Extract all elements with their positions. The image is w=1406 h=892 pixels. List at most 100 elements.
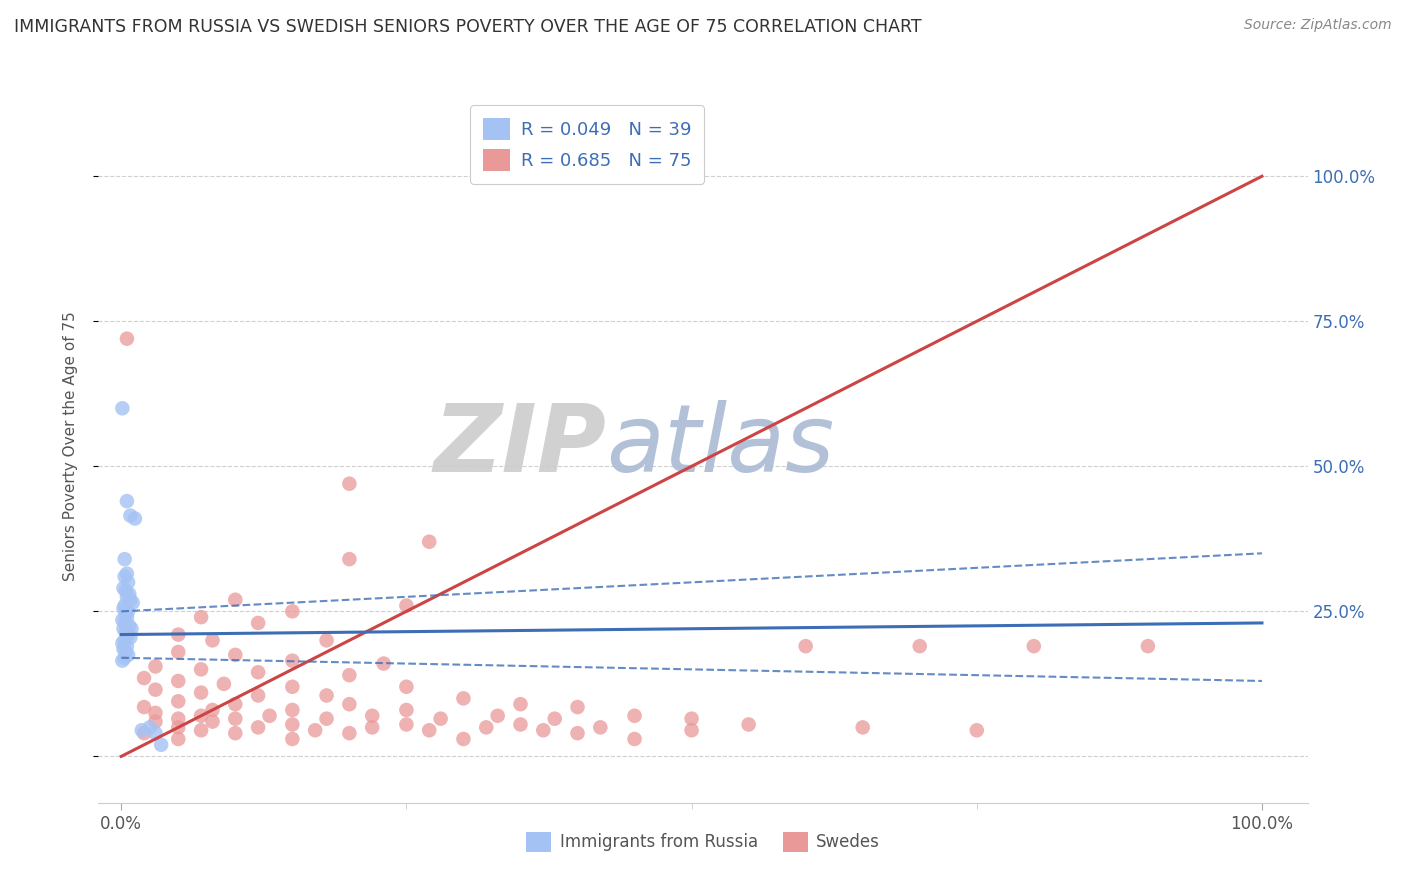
Point bbox=[201, 633, 224, 648]
Point bbox=[224, 592, 246, 607]
Point bbox=[281, 717, 304, 731]
Point bbox=[908, 639, 931, 653]
Point bbox=[115, 590, 138, 604]
Point bbox=[117, 648, 139, 662]
Point bbox=[132, 671, 155, 685]
Point bbox=[681, 712, 703, 726]
Point bbox=[247, 665, 270, 680]
Point bbox=[395, 703, 418, 717]
Point bbox=[114, 650, 136, 665]
Text: Source: ZipAtlas.com: Source: ZipAtlas.com bbox=[1244, 18, 1392, 32]
Point bbox=[190, 708, 212, 723]
Point bbox=[453, 731, 475, 746]
Point bbox=[429, 712, 451, 726]
Point bbox=[167, 731, 190, 746]
Point bbox=[567, 726, 589, 740]
Point bbox=[224, 726, 246, 740]
Y-axis label: Seniors Poverty Over the Age of 75: Seniors Poverty Over the Age of 75 bbox=[63, 311, 77, 581]
Point bbox=[112, 581, 135, 595]
Point bbox=[201, 703, 224, 717]
Point bbox=[114, 633, 136, 648]
Point bbox=[224, 648, 246, 662]
Point bbox=[567, 700, 589, 714]
Point bbox=[190, 662, 212, 676]
Point bbox=[118, 619, 141, 633]
Point bbox=[361, 720, 384, 734]
Point bbox=[337, 552, 360, 566]
Point bbox=[281, 703, 304, 717]
Point bbox=[120, 592, 142, 607]
Point bbox=[337, 476, 360, 491]
Point bbox=[281, 604, 304, 618]
Point bbox=[167, 720, 190, 734]
Point bbox=[794, 639, 817, 653]
Point bbox=[150, 738, 173, 752]
Point bbox=[337, 697, 360, 711]
Point bbox=[395, 599, 418, 613]
Point bbox=[966, 723, 988, 738]
Point bbox=[623, 731, 645, 746]
Text: IMMIGRANTS FROM RUSSIA VS SWEDISH SENIORS POVERTY OVER THE AGE OF 75 CORRELATION: IMMIGRANTS FROM RUSSIA VS SWEDISH SENIOR… bbox=[14, 18, 922, 36]
Point bbox=[167, 645, 190, 659]
Point bbox=[167, 694, 190, 708]
Point bbox=[114, 552, 136, 566]
Point bbox=[112, 642, 135, 657]
Point bbox=[124, 511, 146, 525]
Point bbox=[132, 726, 155, 740]
Point bbox=[145, 726, 167, 740]
Point bbox=[190, 723, 212, 738]
Point bbox=[114, 584, 136, 599]
Point bbox=[117, 604, 139, 618]
Text: atlas: atlas bbox=[606, 401, 835, 491]
Point bbox=[118, 587, 141, 601]
Point bbox=[132, 700, 155, 714]
Point bbox=[544, 712, 567, 726]
Point bbox=[395, 717, 418, 731]
Point bbox=[315, 712, 337, 726]
Point bbox=[112, 622, 135, 636]
Point bbox=[117, 627, 139, 641]
Point bbox=[145, 682, 167, 697]
Point bbox=[247, 720, 270, 734]
Point bbox=[486, 708, 509, 723]
Point bbox=[247, 615, 270, 630]
Point bbox=[167, 673, 190, 688]
Point bbox=[114, 607, 136, 622]
Point bbox=[139, 720, 162, 734]
Point bbox=[190, 685, 212, 699]
Point bbox=[395, 680, 418, 694]
Point bbox=[337, 668, 360, 682]
Point bbox=[315, 633, 337, 648]
Point bbox=[681, 723, 703, 738]
Point bbox=[111, 636, 134, 650]
Point bbox=[121, 596, 143, 610]
Point bbox=[201, 714, 224, 729]
Point bbox=[453, 691, 475, 706]
Point bbox=[115, 610, 138, 624]
Point bbox=[115, 639, 138, 653]
Point bbox=[120, 631, 142, 645]
Point bbox=[167, 712, 190, 726]
Point bbox=[247, 689, 270, 703]
Point bbox=[131, 723, 153, 738]
Point bbox=[167, 627, 190, 641]
Point bbox=[373, 657, 395, 671]
Point bbox=[224, 697, 246, 711]
Point bbox=[145, 659, 167, 673]
Point bbox=[145, 706, 167, 720]
Point bbox=[1022, 639, 1045, 653]
Point bbox=[115, 566, 138, 581]
Point bbox=[337, 726, 360, 740]
Point bbox=[304, 723, 326, 738]
Point bbox=[852, 720, 875, 734]
Point bbox=[114, 645, 136, 659]
Point bbox=[281, 680, 304, 694]
Point bbox=[509, 717, 531, 731]
Point bbox=[111, 613, 134, 627]
Point bbox=[115, 332, 138, 346]
Point bbox=[531, 723, 554, 738]
Point bbox=[112, 601, 135, 615]
Point bbox=[121, 622, 143, 636]
Legend: Immigrants from Russia, Swedes: Immigrants from Russia, Swedes bbox=[519, 825, 887, 859]
Point bbox=[281, 654, 304, 668]
